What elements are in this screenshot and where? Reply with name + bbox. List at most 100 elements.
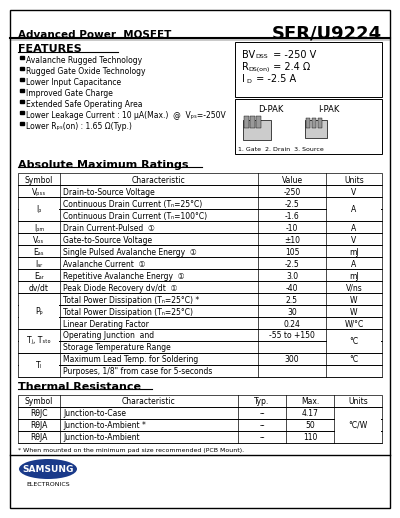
Text: Operating Junction  and: Operating Junction and [63, 332, 154, 340]
Bar [306, 118, 310, 128]
Text: I: I [242, 74, 245, 84]
Text: Iₚ: Iₚ [36, 205, 42, 213]
Text: Peak Diode Recovery dv/dt  ①: Peak Diode Recovery dv/dt ① [63, 283, 178, 293]
Bar [256, 116, 261, 128]
Text: Pₚ: Pₚ [35, 295, 43, 305]
Text: SAMSUNG: SAMSUNG [22, 465, 74, 473]
Bar [235, 42, 382, 97]
Text: Junction-to-Ambient: Junction-to-Ambient [63, 434, 140, 442]
Bar [18, 407, 382, 419]
Bar [312, 118, 316, 128]
Text: Pₚ: Pₚ [35, 307, 43, 315]
Text: Value: Value [282, 176, 302, 184]
Bar [18, 305, 382, 317]
Text: °C: °C [350, 355, 358, 365]
Bar [18, 209, 382, 221]
Text: Storage Temperature Range: Storage Temperature Range [63, 343, 171, 353]
Text: RθJA: RθJA [30, 422, 48, 430]
Text: Iₚₘ: Iₚₘ [34, 223, 44, 233]
Text: SFR/U9224: SFR/U9224 [272, 24, 382, 42]
Text: Tⱼ, Tₛₜₒ: Tⱼ, Tₛₜₒ [27, 337, 51, 346]
Text: RθJA: RθJA [30, 434, 48, 442]
Text: 1. Gate  2. Drain  3. Source: 1. Gate 2. Drain 3. Source [238, 147, 324, 152]
Text: Lower Rₚₛ(on) : 1.65 Ω(Typ.): Lower Rₚₛ(on) : 1.65 Ω(Typ.) [26, 122, 132, 131]
Bar [18, 419, 382, 431]
Text: --: -- [259, 434, 265, 442]
Text: Symbol: Symbol [25, 176, 53, 184]
Text: Linear Derating Factor: Linear Derating Factor [63, 320, 149, 328]
Bar [19, 197, 59, 220]
Text: Vₚₛₛ: Vₚₛₛ [32, 188, 46, 196]
Text: mJ: mJ [349, 248, 359, 256]
Text: 30: 30 [287, 308, 297, 316]
Text: D-PAK: D-PAK [258, 105, 283, 114]
Text: Max.: Max. [301, 397, 319, 407]
Text: 50: 50 [305, 422, 315, 430]
Text: Thermal Resistance: Thermal Resistance [18, 382, 141, 392]
Text: Total Power Dissipation (Tₙ=25°C) *: Total Power Dissipation (Tₙ=25°C) * [63, 295, 199, 305]
Text: 3.0: 3.0 [286, 271, 298, 281]
Text: 4.17: 4.17 [302, 410, 318, 419]
Text: -10: -10 [286, 223, 298, 233]
Bar [18, 281, 382, 293]
Bar [18, 233, 382, 245]
Bar [19, 294, 59, 328]
Text: Continuous Drain Current (Tₙ=25°C): Continuous Drain Current (Tₙ=25°C) [63, 199, 202, 209]
Bar [18, 293, 382, 305]
Text: I-PAK: I-PAK [318, 105, 339, 114]
Text: Typ.: Typ. [254, 397, 270, 407]
Text: Improved Gate Charge: Improved Gate Charge [26, 89, 113, 98]
Text: RθJC: RθJC [30, 410, 48, 419]
Bar [18, 173, 382, 185]
Text: Purposes, 1/8" from case for 5-seconds: Purposes, 1/8" from case for 5-seconds [63, 367, 212, 377]
Text: 300: 300 [285, 355, 299, 365]
Text: Advanced Power  MOSFET: Advanced Power MOSFET [18, 30, 171, 40]
Bar [18, 329, 382, 341]
Bar [18, 245, 382, 257]
Text: Iₐᵣ: Iₐᵣ [36, 260, 42, 268]
Text: A: A [351, 211, 357, 221]
Text: Continuous Drain Current (Tₙ=100°C): Continuous Drain Current (Tₙ=100°C) [63, 211, 207, 221]
Bar [250, 116, 255, 128]
Bar [18, 365, 382, 377]
Text: V/ns: V/ns [346, 283, 362, 293]
Text: Avalanche Rugged Technology: Avalanche Rugged Technology [26, 56, 142, 65]
Bar [18, 431, 382, 443]
Bar [20, 122, 24, 125]
Bar [318, 118, 322, 128]
Text: DS(on): DS(on) [248, 67, 269, 72]
Text: --: -- [259, 410, 265, 419]
Bar [334, 408, 382, 442]
Text: -55 to +150: -55 to +150 [269, 332, 315, 340]
Bar [20, 66, 24, 70]
Text: * When mounted on the minimum pad size recommended (PCB Mount).: * When mounted on the minimum pad size r… [18, 448, 244, 453]
Text: V: V [351, 236, 357, 244]
Text: 105: 105 [285, 248, 299, 256]
Bar [20, 110, 24, 114]
Bar [18, 221, 382, 233]
Text: Absolute Maximum Ratings: Absolute Maximum Ratings [18, 160, 188, 170]
Ellipse shape [19, 459, 77, 479]
Text: -1.6: -1.6 [285, 211, 299, 221]
Text: °C: °C [350, 343, 358, 353]
Text: D: D [246, 79, 251, 84]
Text: Tⱼ, Tₛₜₒ: Tⱼ, Tₛₜₒ [27, 332, 51, 340]
Text: Tₗ: Tₗ [36, 361, 42, 369]
Text: Iₚ: Iₚ [36, 199, 42, 209]
Text: Characteristic: Characteristic [132, 176, 186, 184]
Bar [235, 99, 382, 154]
Text: Units: Units [344, 176, 364, 184]
Text: = -2.5 A: = -2.5 A [253, 74, 296, 84]
Text: -2.5: -2.5 [285, 199, 299, 209]
Bar [20, 89, 24, 92]
Bar [20, 55, 24, 59]
Bar [20, 78, 24, 81]
Bar [244, 116, 249, 128]
Text: Lower Input Capacitance: Lower Input Capacitance [26, 78, 121, 87]
Bar [19, 354, 59, 377]
Text: = 2.4 Ω: = 2.4 Ω [270, 62, 310, 72]
Text: ±10: ±10 [284, 236, 300, 244]
Text: --: -- [259, 422, 265, 430]
Bar [18, 257, 382, 269]
Text: W: W [350, 295, 358, 305]
